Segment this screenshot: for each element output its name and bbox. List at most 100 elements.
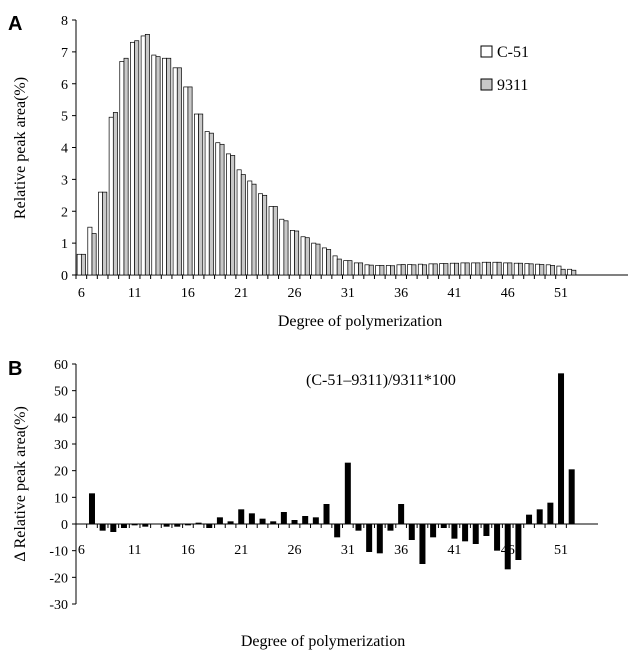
bar-c51 (439, 263, 445, 276)
bar-c51 (396, 264, 402, 276)
bar-delta (568, 469, 575, 524)
bar-c51 (343, 260, 349, 276)
bar-9311 (326, 249, 332, 276)
bar-c51 (492, 261, 498, 276)
y-tick-label: 1 (61, 237, 68, 252)
panel-b-y-axis-title: Δ Relative peak area(%) (12, 406, 29, 562)
x-tick-label: 51 (554, 286, 568, 301)
x-tick-label: 26 (288, 286, 302, 301)
y-tick-label: 6 (61, 78, 68, 93)
y-tick-label: 20 (54, 465, 68, 480)
x-tick-label: 11 (128, 543, 141, 558)
bar-9311 (475, 262, 481, 276)
bar-9311 (560, 268, 566, 276)
bar-delta (88, 493, 95, 524)
bar-delta (312, 517, 319, 524)
panel-a-x-axis-title: Degree of polymerization (278, 313, 442, 330)
bar-9311 (347, 260, 353, 276)
bar-c51 (279, 218, 285, 276)
x-tick-label: 16 (181, 543, 195, 558)
x-tick-label: 31 (341, 543, 355, 558)
bar-9311 (486, 261, 491, 276)
bar-9311 (80, 253, 86, 276)
bar-c51 (226, 153, 231, 276)
bar-9311 (304, 237, 310, 276)
bar-c51 (417, 263, 423, 276)
bar-c51 (236, 169, 242, 276)
bar-9311 (112, 112, 118, 276)
panel-a-y-ticks: 0 1 2 3 4 5 6 7 8 (61, 14, 76, 284)
bar-c51 (108, 116, 114, 276)
bar-delta (430, 524, 437, 538)
bar-9311 (550, 265, 555, 276)
bar-9311 (198, 113, 204, 276)
bar-delta (547, 502, 554, 524)
x-tick-label: 26 (288, 543, 302, 558)
bar-delta (483, 524, 490, 536)
y-tick-label: 50 (54, 385, 68, 400)
x-tick-label: 36 (394, 286, 408, 301)
bar-9311 (539, 264, 545, 276)
bar-9311 (187, 86, 193, 276)
bar-c51 (503, 262, 509, 276)
bar-delta (216, 517, 223, 524)
bar-c51 (460, 262, 466, 276)
y-tick-label: -20 (49, 571, 68, 586)
bar-delta (344, 462, 351, 524)
bar-9311 (134, 40, 140, 276)
y-tick-label: 60 (54, 358, 68, 373)
bar-delta (419, 524, 426, 564)
bar-c51 (98, 191, 103, 276)
y-tick-label: 2 (61, 205, 68, 220)
bar-9311 (144, 33, 150, 276)
x-tick-label: 41 (447, 543, 461, 558)
bar-9311 (294, 230, 300, 276)
bar-delta (451, 524, 458, 539)
bar-delta (462, 524, 469, 542)
bar-delta (270, 521, 277, 524)
y-tick-label: 4 (61, 142, 68, 157)
bar-c51 (353, 262, 359, 276)
bar-delta (227, 521, 234, 524)
bar-delta (184, 524, 191, 526)
panel-a-y-axis-title: Relative peak area(%) (12, 77, 29, 219)
bar-delta (248, 513, 255, 524)
bar-c51 (321, 247, 327, 276)
panel-a-bars (76, 33, 577, 276)
bar-c51 (151, 54, 157, 276)
y-tick-label: 5 (61, 110, 68, 125)
bar-delta (558, 373, 565, 524)
x-tick-label: 16 (181, 286, 195, 301)
bar-c51 (289, 230, 295, 276)
bar-c51 (183, 86, 189, 276)
bar-delta (494, 524, 501, 551)
x-tick-label: 11 (128, 286, 141, 301)
bar-c51 (300, 236, 306, 276)
bar-c51 (194, 113, 199, 276)
bar-9311 (358, 262, 364, 276)
bar-delta (174, 524, 181, 527)
bar-delta (366, 524, 373, 552)
y-tick-label: 0 (61, 518, 68, 533)
x-tick-label: 36 (394, 543, 408, 558)
bar-c51 (513, 262, 519, 276)
bar-delta (120, 524, 127, 528)
bar-c51 (481, 261, 487, 276)
bar-delta (440, 524, 447, 528)
bar-9311 (422, 264, 428, 276)
bar-c51 (162, 57, 167, 276)
bar-c51 (204, 131, 210, 276)
bar-delta (408, 524, 415, 540)
bar-c51 (449, 262, 455, 276)
x-tick-label: 51 (554, 543, 568, 558)
bar-delta (238, 509, 245, 524)
bar-9311 (432, 263, 438, 276)
bar-9311 (176, 67, 182, 276)
bar-9311 (454, 262, 459, 276)
panel-b: B -30 -20 -10 0 10 20 30 40 50 60 6 11 16 21 26 31 36 41… (8, 358, 598, 650)
bar-9311 (571, 269, 577, 276)
bar-9311 (315, 243, 321, 276)
bar-c51 (247, 180, 253, 276)
bar-delta (163, 524, 170, 527)
